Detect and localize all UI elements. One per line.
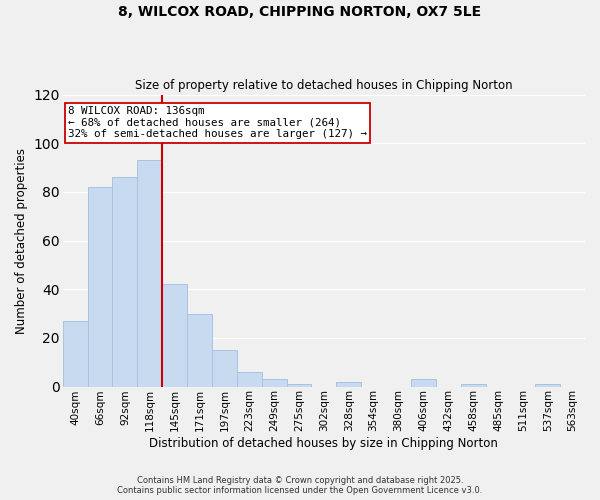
Bar [262, 379, 287, 386]
Bar [88, 187, 112, 386]
Title: Size of property relative to detached houses in Chipping Norton: Size of property relative to detached ho… [135, 79, 512, 92]
Bar [187, 314, 212, 386]
Bar [112, 178, 137, 386]
X-axis label: Distribution of detached houses by size in Chipping Norton: Distribution of detached houses by size … [149, 437, 498, 450]
Bar [212, 350, 237, 387]
Text: Contains HM Land Registry data © Crown copyright and database right 2025.
Contai: Contains HM Land Registry data © Crown c… [118, 476, 482, 495]
Bar [461, 384, 485, 386]
Y-axis label: Number of detached properties: Number of detached properties [15, 148, 28, 334]
Text: 8, WILCOX ROAD, CHIPPING NORTON, OX7 5LE: 8, WILCOX ROAD, CHIPPING NORTON, OX7 5LE [118, 5, 482, 19]
Bar [63, 321, 88, 386]
Bar [287, 384, 311, 386]
Bar [237, 372, 262, 386]
Text: 8 WILCOX ROAD: 136sqm
← 68% of detached houses are smaller (264)
32% of semi-det: 8 WILCOX ROAD: 136sqm ← 68% of detached … [68, 106, 367, 140]
Bar [137, 160, 162, 386]
Bar [162, 284, 187, 386]
Bar [336, 382, 361, 386]
Bar [535, 384, 560, 386]
Bar [411, 379, 436, 386]
